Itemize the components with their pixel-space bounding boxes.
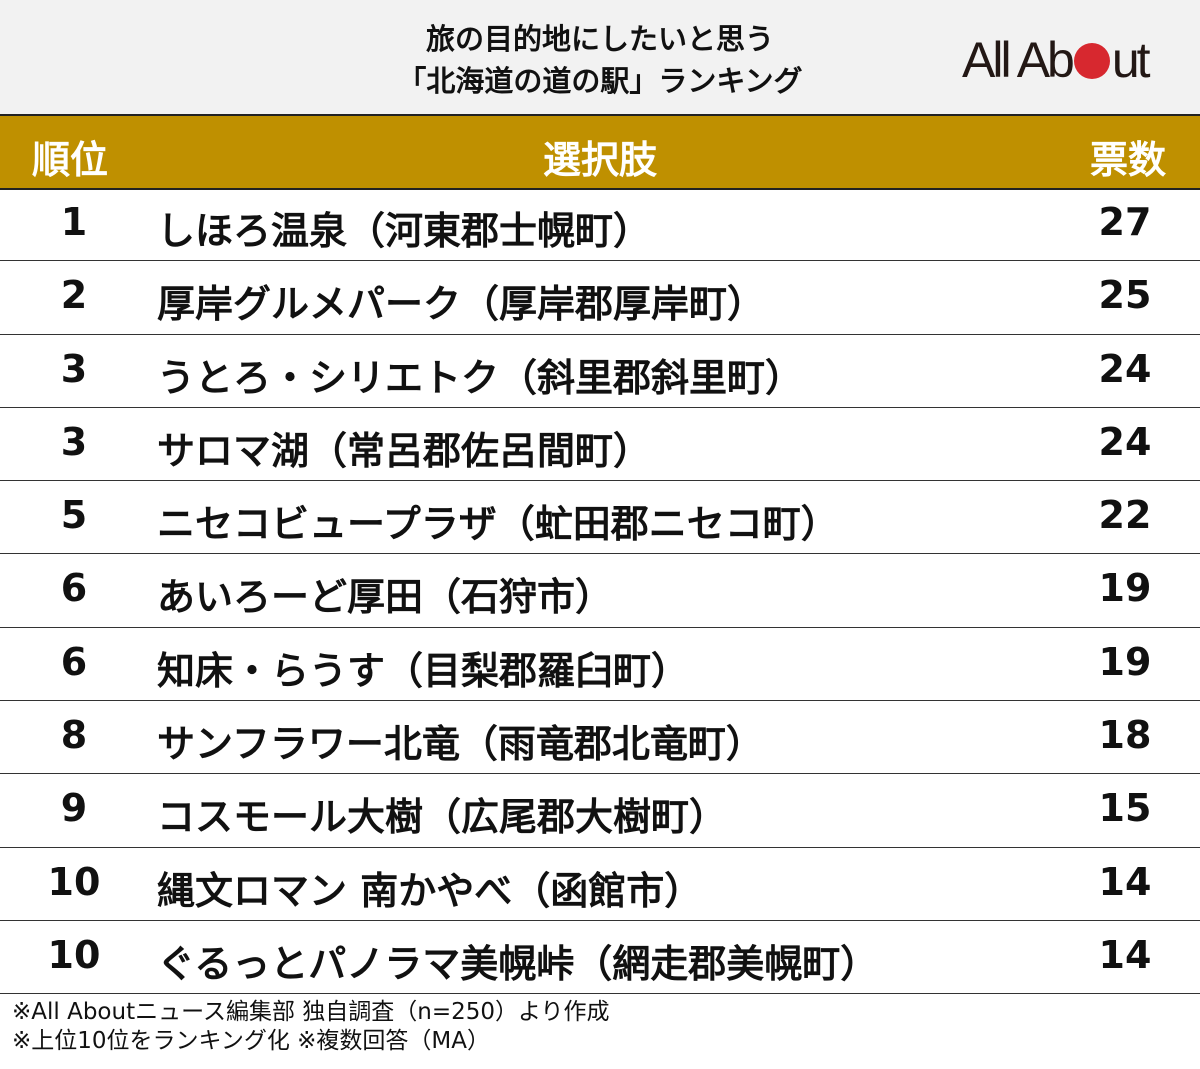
column-header-choice: 選択肢 [542, 138, 657, 182]
choice-cell: サロマ湖（常呂郡佐呂間町） [157, 428, 652, 473]
table-row: 3 うとろ・シリエトク（斜里郡斜里町） 24 [0, 335, 1200, 408]
rank-cell: 6 [60, 639, 88, 684]
votes-cell: 27 [1098, 200, 1152, 244]
votes-cell: 15 [1098, 786, 1152, 831]
votes-cell: 14 [1098, 932, 1152, 977]
table-row: 1 しほろ温泉（河東郡士幌町） 27 [0, 188, 1200, 262]
rank-cell: 10 [47, 932, 101, 977]
choice-cell: コスモール大樹（広尾郡大樹町） [157, 795, 728, 840]
rank-cell: 6 [60, 566, 88, 611]
votes-cell: 19 [1098, 566, 1152, 611]
rank-cell: 5 [60, 493, 88, 538]
choice-cell: しほろ温泉（河東郡士幌町） [157, 209, 652, 253]
rank-cell: 8 [60, 713, 88, 758]
logo-text-left: All Ab [962, 32, 1075, 88]
votes-cell: 25 [1098, 273, 1152, 318]
footer-note-method: ※上位10位をランキング化 ※複数回答（MA） [12, 1028, 491, 1054]
table-header: 順位 選択肢 票数 [0, 114, 1200, 190]
votes-cell: 24 [1098, 346, 1152, 391]
table-row: 8 サンフラワー北竜（雨竜郡北竜町） 18 [0, 701, 1200, 775]
rank-cell: 2 [60, 273, 88, 318]
choice-cell: あいろーど厚田（石狩市） [157, 575, 614, 620]
votes-cell: 19 [1098, 639, 1152, 684]
choice-cell: うとろ・シリエトク（斜里郡斜里町） [157, 355, 804, 400]
choice-cell: 縄文ロマン 南かやべ（函館市） [157, 868, 703, 913]
table-row: 9 コスモール大樹（広尾郡大樹町） 15 [0, 774, 1200, 848]
logo-dot-icon [1073, 43, 1110, 79]
votes-cell: 22 [1098, 493, 1152, 538]
table-row: 2 厚岸グルメパーク（厚岸郡厚岸町） 25 [0, 261, 1200, 335]
title-line-1: 旅の目的地にしたいと思う [425, 22, 774, 56]
table-row: 3 サロマ湖（常呂郡佐呂間町） 24 [0, 408, 1200, 482]
all-about-logo: All Ab ut [962, 32, 1151, 88]
rank-cell: 10 [47, 859, 101, 904]
column-header-rank: 順位 [32, 138, 109, 182]
table-row: 6 知床・らうす（目梨郡羅臼町） 19 [0, 628, 1200, 702]
title-line-2: 「北海道の道の駅」ランキング [397, 64, 803, 98]
choice-cell: サンフラワー北竜（雨竜郡北竜町） [157, 722, 764, 767]
table-row: 10 ぐるっとパノラマ美幌峠（網走郡美幌町） 14 [0, 921, 1200, 995]
footer-note-source: ※All Aboutニュース編集部 独自調査（n=250）より作成 [12, 999, 610, 1025]
votes-cell: 14 [1098, 859, 1152, 904]
logo-text-right: ut [1111, 32, 1151, 88]
footer-notes: ※All Aboutニュース編集部 独自調査（n=250）より作成 ※上位10位… [12, 998, 610, 1056]
choice-cell: ニセコビュープラザ（虻田郡ニセコ町） [157, 502, 839, 547]
table-row: 6 あいろーど厚田（石狩市） 19 [0, 554, 1200, 628]
votes-cell: 18 [1098, 713, 1152, 758]
title-area: 旅の目的地にしたいと思う 「北海道の道の駅」ランキング All Ab ut [0, 0, 1200, 114]
column-header-votes: 票数 [1089, 138, 1166, 182]
rank-cell: 9 [60, 786, 88, 831]
choice-cell: 厚岸グルメパーク（厚岸郡厚岸町） [157, 282, 766, 327]
ranking-table-body: 1 しほろ温泉（河東郡士幌町） 27 2 厚岸グルメパーク（厚岸郡厚岸町） 25 3 うとろ・… [0, 188, 1200, 995]
rank-cell: 3 [60, 419, 88, 464]
rank-cell: 1 [60, 200, 88, 244]
choice-cell: ぐるっとパノラマ美幌峠（網走郡美幌町） [157, 941, 879, 986]
choice-cell: 知床・らうす（目梨郡羅臼町） [157, 648, 690, 693]
page-title: 旅の目的地にしたいと思う 「北海道の道の駅」ランキング [300, 18, 900, 102]
votes-cell: 24 [1098, 419, 1152, 464]
table-row: 10 縄文ロマン 南かやべ（函館市） 14 [0, 848, 1200, 921]
table-row: 5 ニセコビュープラザ（虻田郡ニセコ町） 22 [0, 481, 1200, 555]
rank-cell: 3 [60, 346, 88, 391]
